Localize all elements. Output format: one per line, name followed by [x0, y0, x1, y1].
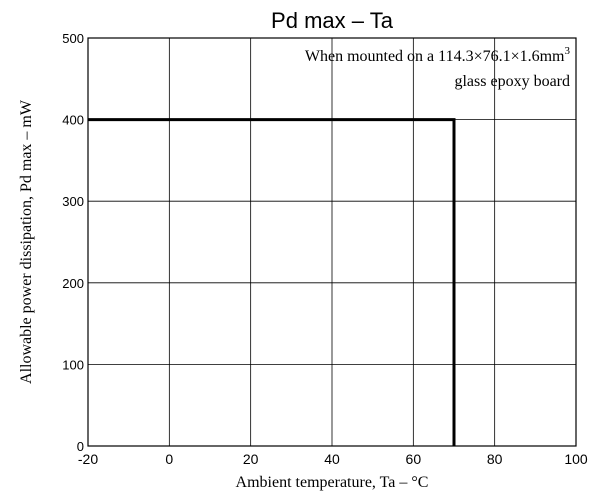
x-tick-label: 20: [243, 451, 259, 467]
y-tick-label: 500: [62, 31, 84, 46]
y-tick-label: 0: [77, 439, 84, 454]
x-tick-label: 80: [487, 451, 503, 467]
plot-frame: [87, 37, 577, 447]
chart-title: Pd max – Ta: [271, 8, 394, 33]
x-tick-label: -20: [78, 451, 98, 467]
annotation-line-1: When mounted on a 114.3×76.1×1.6mm3: [305, 45, 571, 65]
x-axis-ticks: -20 0 20 40 60 80 100: [78, 451, 588, 467]
x-tick-label: 40: [324, 451, 340, 467]
y-axis-ticks: 0 100 200 300 400 500: [62, 31, 84, 454]
x-tick-label: 0: [165, 451, 173, 467]
y-tick-label: 400: [62, 113, 84, 128]
y-tick-label: 300: [62, 194, 84, 209]
x-tick-label: 100: [564, 451, 588, 467]
x-tick-label: 60: [406, 451, 422, 467]
y-tick-label: 200: [62, 276, 84, 291]
x-axis-label: Ambient temperature, Ta – °C: [236, 474, 429, 491]
annotation-line-2: glass epoxy board: [454, 73, 570, 90]
y-axis-label: Allowable power dissipation, Pd max – mW: [18, 99, 35, 384]
grid: [88, 38, 576, 446]
y-tick-label: 100: [62, 357, 84, 372]
pd-max-curve: [88, 118, 456, 446]
